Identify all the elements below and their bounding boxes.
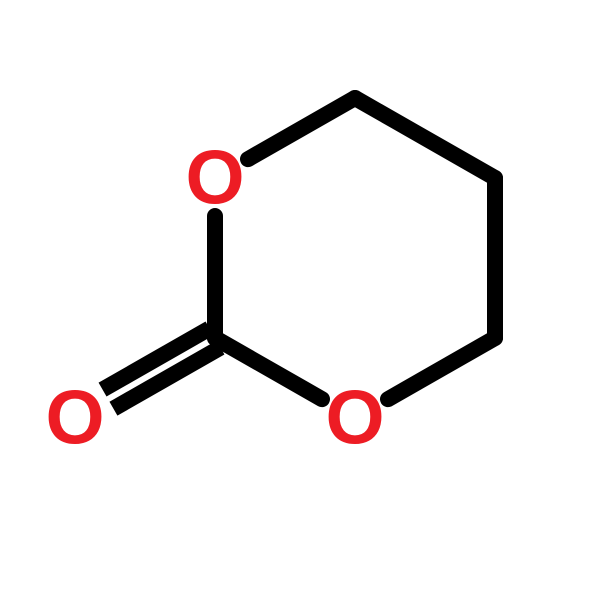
atom-o-label: O [185,136,244,221]
atom-o-label: O [45,376,104,461]
atom-o-label: O [325,376,384,461]
molecule-diagram: O O O [0,0,600,600]
